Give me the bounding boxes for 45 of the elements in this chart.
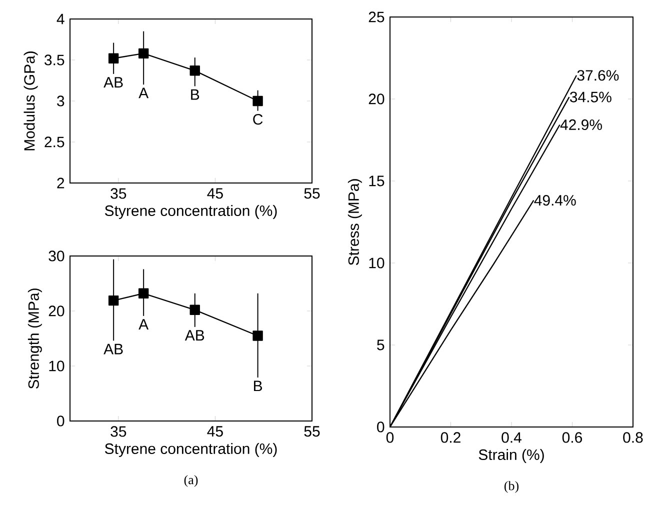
x-tick-label: 55: [304, 188, 320, 199]
annotation: AB: [104, 77, 123, 88]
annotation: B: [191, 89, 200, 100]
x-tick-label: 0.6: [562, 432, 582, 443]
annotation: B: [254, 380, 262, 392]
y-tick-label: 0: [57, 416, 64, 426]
x-axis-title: Styrene concentration (%): [104, 443, 277, 457]
x-tick-label: 0.8: [623, 432, 643, 443]
y-tick-label: 20: [48, 306, 64, 316]
x-tick-label: 35: [110, 426, 126, 437]
y-tick-label: 20: [368, 94, 384, 104]
y-tick-label: 3.5: [44, 54, 64, 66]
text: (a): [184, 475, 198, 487]
y-tick-label: 30: [48, 250, 64, 262]
y-tick-label: 3: [57, 96, 64, 106]
x-tick-label: 45: [207, 188, 223, 199]
x-tick-label: 55: [304, 426, 320, 437]
x-axis-title: Strain (%): [478, 449, 544, 463]
y-tick-label: 2: [57, 178, 64, 188]
series-label: 34.5%: [570, 92, 612, 102]
annotation: AB: [184, 330, 204, 340]
series-label: 42.9%: [560, 119, 602, 130]
y-tick-label: 5: [377, 340, 384, 350]
y-tick-label: 10: [49, 360, 64, 372]
y-tick-label: 2.5: [44, 136, 64, 148]
y-tick-label: 25: [368, 12, 384, 22]
annotation: A: [138, 88, 149, 98]
y-axis-title: Strength (MPa): [28, 288, 42, 389]
x-axis-title: Styrene concentration (%): [104, 205, 277, 219]
y-tick-label: 4: [56, 14, 64, 24]
y-tick-label: 10: [369, 258, 384, 268]
y-axis-title: Stress (MPa): [348, 179, 362, 266]
series-label: 49.4%: [534, 195, 576, 206]
x-tick-label: 0.2: [440, 432, 460, 443]
x-tick-label: 0.4: [502, 432, 522, 443]
x-tick-label: 0: [386, 432, 394, 443]
x-tick-label: 35: [110, 188, 126, 199]
text: (b): [504, 481, 519, 493]
annotation: AB: [104, 344, 123, 354]
annotation: A: [138, 319, 149, 330]
x-tick-label: 45: [207, 426, 223, 437]
y-tick-label: 15: [369, 176, 384, 186]
series-label: 37.6%: [577, 70, 619, 81]
y-axis-title: Modulus (GPa): [24, 52, 38, 150]
annotation: C: [253, 114, 263, 125]
